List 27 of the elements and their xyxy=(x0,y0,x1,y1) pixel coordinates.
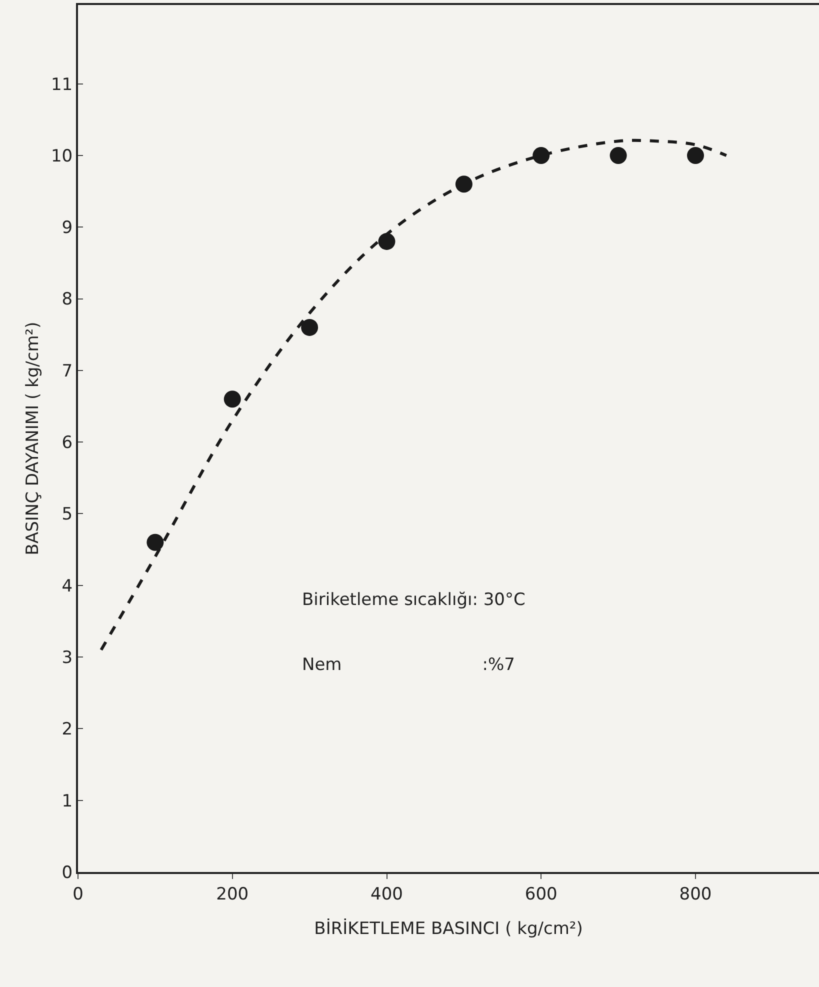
annotation: Biriketleme sıcaklığı: 30°C xyxy=(302,590,526,610)
point xyxy=(224,390,241,408)
y-tick-label: 9 xyxy=(62,218,73,238)
point xyxy=(687,146,704,164)
y-tick-label: 11 xyxy=(50,74,73,95)
annotation: Nem :%7 xyxy=(302,655,515,675)
y-tick-label: 2 xyxy=(62,720,73,740)
x-axis-title: BİRİKETLEME BASINCI ( kg/cm²) xyxy=(314,918,583,939)
y-tick-label: 4 xyxy=(62,576,73,596)
y-tick-label: 1 xyxy=(62,791,73,812)
x-tick-label: 400 xyxy=(370,884,403,904)
x-tick-label: 800 xyxy=(679,884,712,904)
y-axis-title: BASINÇ DAYANIMI ( kg/cm²) xyxy=(23,322,44,556)
y-tick-label: 6 xyxy=(62,433,73,454)
point xyxy=(301,318,318,336)
line-series xyxy=(100,138,728,652)
y-tick-label: 10 xyxy=(50,146,73,166)
point xyxy=(378,232,396,250)
y-tick-label: 5 xyxy=(62,504,73,525)
point xyxy=(146,534,164,551)
x-tick-label: 600 xyxy=(524,884,558,904)
point xyxy=(610,146,627,164)
y-tick-label: 3 xyxy=(62,648,73,668)
x-tick-label: 200 xyxy=(216,884,249,904)
y-tick-label: 8 xyxy=(62,290,73,310)
y-tick-label: 0 xyxy=(62,862,73,883)
y-tick-label: 7 xyxy=(62,361,73,382)
